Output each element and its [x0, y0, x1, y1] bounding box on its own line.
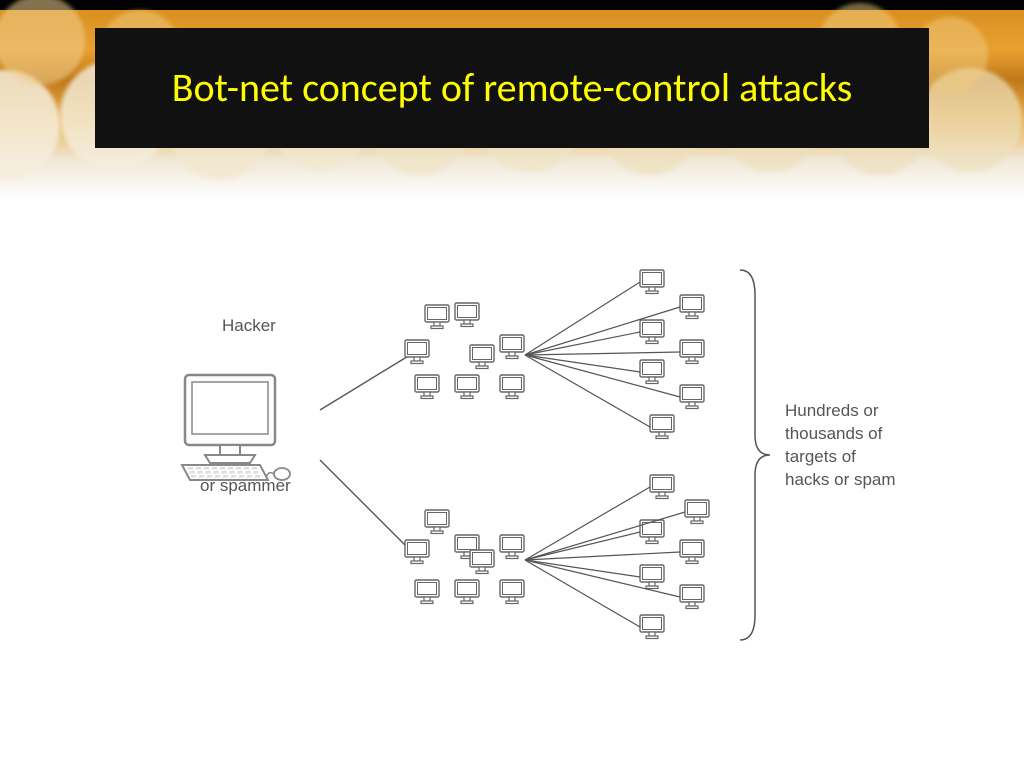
- monitor-icon: [680, 295, 704, 319]
- bokeh-circle: [0, 70, 60, 180]
- diagram-area: Hacker or spammer Hundreds or thousands …: [0, 200, 1024, 740]
- monitor-icon: [640, 270, 664, 294]
- monitor-icon: [640, 520, 664, 544]
- monitor-icon: [680, 385, 704, 409]
- monitor-icon: [685, 500, 709, 524]
- monitor-icon: [425, 305, 449, 329]
- monitor-icon: [650, 415, 674, 439]
- fan-line: [525, 355, 650, 427]
- fan-line: [525, 560, 640, 577]
- monitor-icon: [455, 375, 479, 399]
- hacker-label-top: Hacker: [222, 315, 276, 338]
- title-box: Bot-net concept of remote-control attack…: [95, 28, 929, 148]
- monitor-icon: [500, 375, 524, 399]
- monitor-icon: [470, 550, 494, 574]
- monitor-icon: [680, 585, 704, 609]
- banner-background: Bot-net concept of remote-control attack…: [0, 0, 1024, 200]
- monitor-icon: [640, 615, 664, 639]
- monitor-icon: [455, 303, 479, 327]
- fan-line: [525, 355, 640, 372]
- connection-line: [320, 460, 410, 550]
- monitor-icon: [425, 510, 449, 534]
- monitor-icon: [500, 535, 524, 559]
- connection-line: [320, 355, 410, 410]
- monitor-icon: [650, 475, 674, 499]
- slide-title: Bot-net concept of remote-control attack…: [172, 63, 853, 113]
- monitor-icon: [405, 540, 429, 564]
- monitor-icon: [405, 340, 429, 364]
- monitor-icon: [640, 565, 664, 589]
- monitor-icon: [415, 375, 439, 399]
- monitor-icon: [500, 580, 524, 604]
- fan-line: [525, 560, 640, 627]
- monitor-icon: [470, 345, 494, 369]
- monitor-icon: [455, 580, 479, 604]
- monitor-icon: [415, 580, 439, 604]
- monitor-icon: [640, 360, 664, 384]
- fan-line: [525, 532, 640, 560]
- monitor-icon: [640, 320, 664, 344]
- fan-line: [525, 487, 650, 560]
- bokeh-circle: [0, 0, 85, 85]
- monitor-icon: [680, 540, 704, 564]
- fan-line: [525, 352, 680, 355]
- monitor-icon: [500, 335, 524, 359]
- hacker-computer-icon: [182, 375, 290, 480]
- targets-label: Hundreds or thousands of targets of hack…: [785, 400, 896, 492]
- monitor-icon: [680, 340, 704, 364]
- curly-brace: [740, 270, 770, 640]
- hacker-label-bottom: or spammer: [200, 475, 291, 498]
